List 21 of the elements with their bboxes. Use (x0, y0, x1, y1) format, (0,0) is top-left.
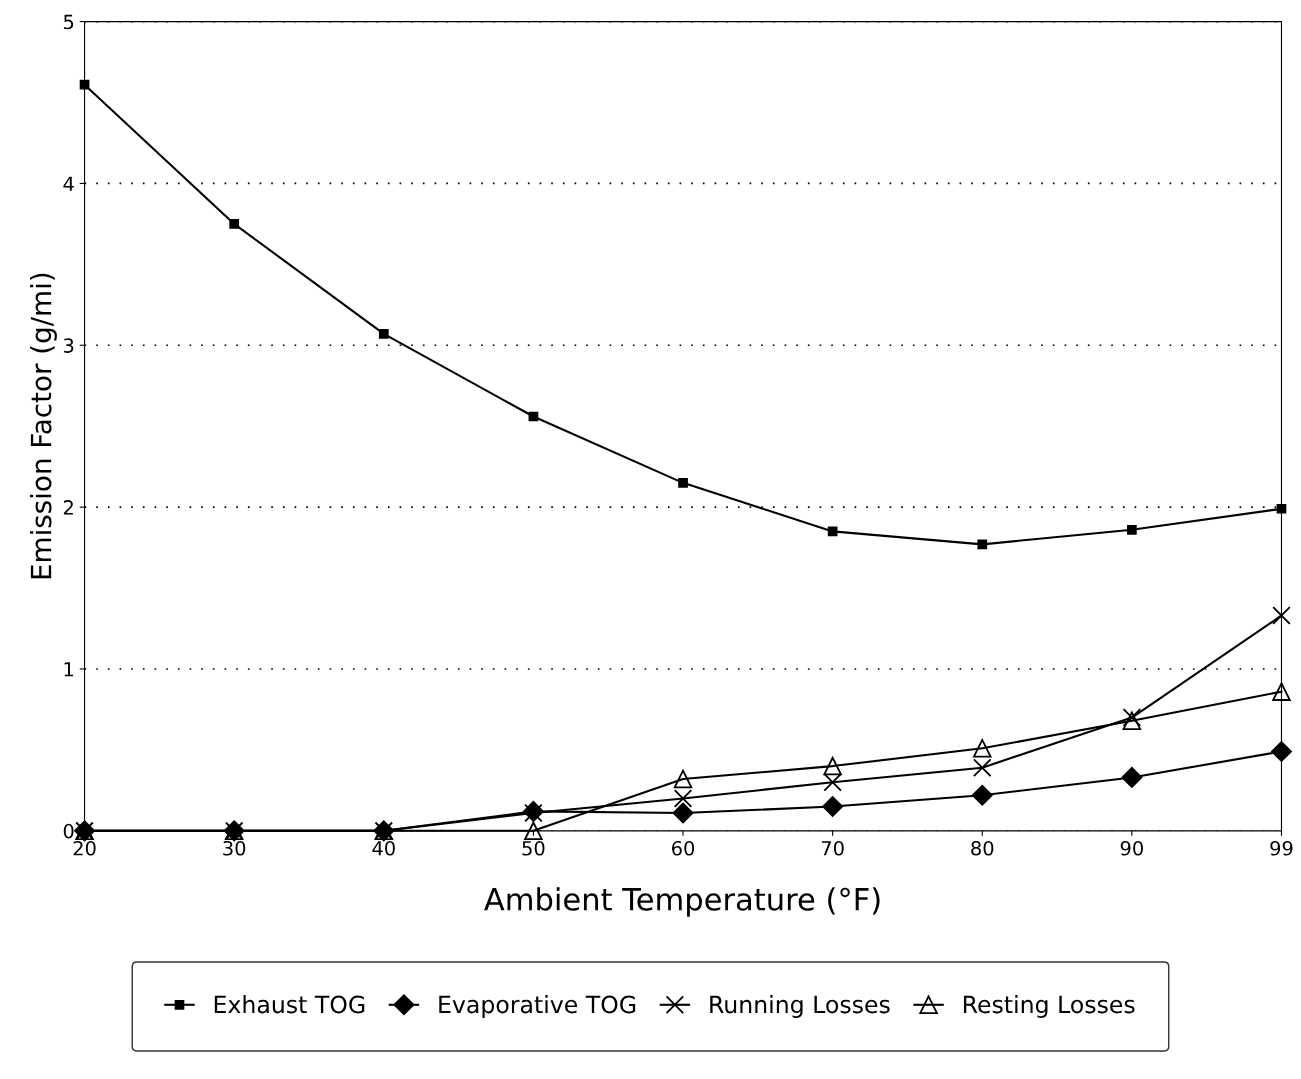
x-tick-label: 60 (672, 840, 695, 856)
x-tick-label: 80 (971, 840, 994, 856)
y-tick-label: 5 (63, 14, 74, 30)
x-tick-label: 90 (1120, 840, 1143, 856)
x-tick-label: 50 (522, 840, 545, 856)
y-tick-label: 0 (63, 823, 74, 839)
y-tick-label: 4 (63, 176, 74, 191)
x-axis-title: Ambient Temperature (°F) (484, 887, 880, 917)
x-tick-label: 70 (821, 840, 844, 856)
y-tick-label: 2 (63, 500, 73, 515)
y-tick-label: 3 (63, 338, 74, 353)
x-tick-label: 99 (1270, 840, 1293, 856)
x-tick-label: 30 (223, 840, 246, 856)
x-tick-label: 40 (372, 840, 395, 856)
x-tick-label: 20 (73, 840, 96, 856)
y-axis-title: Emission Factor (g/mi) (30, 273, 57, 579)
legend-label: Exhaust TOG (214, 995, 365, 1014)
legend-label: Resting Losses (963, 995, 1135, 1018)
y-tick-label: 1 (64, 662, 74, 677)
legend-label: Running Losses (710, 995, 890, 1018)
legend-label: Evaporative TOG (439, 995, 636, 1018)
